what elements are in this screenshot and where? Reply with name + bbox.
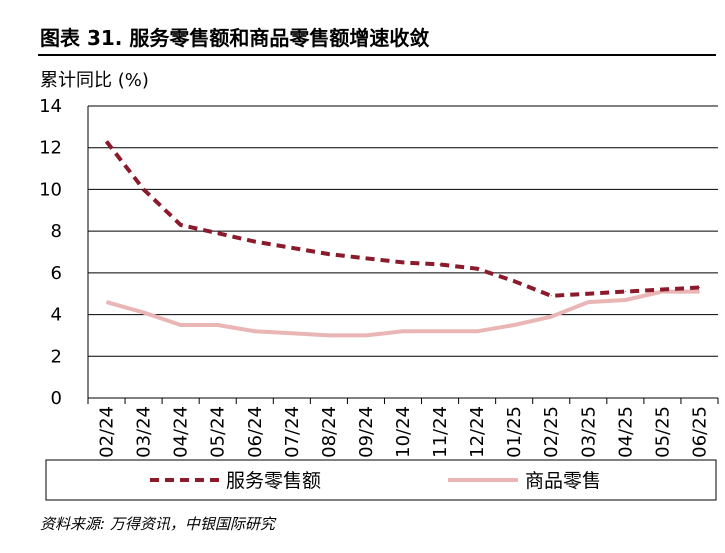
- data-point: [180, 324, 182, 326]
- x-tick-label: 05/24: [208, 406, 229, 458]
- data-point: [698, 286, 700, 288]
- data-point: [328, 253, 330, 255]
- data-point: [365, 334, 367, 336]
- x-tick-label: 12/24: [467, 406, 488, 458]
- data-point: [180, 224, 182, 226]
- x-tick-label: 09/24: [356, 406, 377, 458]
- y-axis-label: 累计同比 (%): [40, 70, 149, 91]
- data-point: [439, 264, 441, 266]
- chart-title: 图表 31. 服务零售额和商品零售额增速收敛: [40, 26, 430, 50]
- data-point: [550, 295, 552, 297]
- y-tick-label: 2: [51, 346, 62, 367]
- data-point: [624, 291, 626, 293]
- data-point: [587, 293, 589, 295]
- title-divider: [38, 54, 716, 56]
- data-point: [402, 261, 404, 263]
- data-point: [291, 247, 293, 249]
- legend-label: 服务零售额: [226, 470, 321, 492]
- y-tick-label: 8: [51, 221, 62, 242]
- data-point: [513, 324, 515, 326]
- data-point: [143, 311, 145, 313]
- x-tick-label: 06/24: [245, 406, 266, 458]
- data-point: [402, 330, 404, 332]
- x-tick-label: 03/25: [578, 406, 599, 458]
- x-tick-label: 06/25: [689, 406, 710, 458]
- data-point: [143, 188, 145, 190]
- data-point: [439, 330, 441, 332]
- y-tick-label: 4: [51, 305, 62, 326]
- x-tick-label: 07/24: [282, 406, 303, 458]
- data-point: [624, 299, 626, 301]
- x-tick-label: 02/24: [97, 406, 118, 458]
- y-tick-label: 10: [39, 179, 62, 200]
- data-point: [661, 289, 663, 291]
- data-point: [513, 280, 515, 282]
- data-point: [106, 301, 108, 303]
- legend-box: [45, 459, 717, 501]
- data-point: [365, 257, 367, 259]
- data-point: [328, 334, 330, 336]
- data-point: [476, 330, 478, 332]
- data-point: [217, 324, 219, 326]
- y-tick-label: 12: [39, 138, 62, 159]
- data-point: [291, 332, 293, 334]
- source-note: 资料来源: 万得资讯，中银国际研究: [40, 515, 275, 533]
- data-point: [254, 330, 256, 332]
- x-tick-label: 01/25: [504, 406, 525, 458]
- data-point: [587, 301, 589, 303]
- data-point: [106, 140, 108, 142]
- y-tick-label: 14: [39, 96, 62, 117]
- x-tick-label: 11/24: [430, 406, 451, 458]
- x-tick-label: 10/24: [393, 406, 414, 458]
- data-point: [217, 232, 219, 234]
- data-point: [550, 316, 552, 318]
- legend-label: 商品零售: [525, 470, 601, 492]
- x-tick-label: 05/25: [652, 406, 673, 458]
- x-tick-label: 03/24: [134, 406, 155, 458]
- series-line: [105, 289, 700, 338]
- x-tick-label: 08/24: [319, 406, 340, 458]
- x-tick-label: 04/24: [171, 406, 192, 458]
- data-point: [476, 268, 478, 270]
- x-tick-label: 02/25: [541, 406, 562, 458]
- data-point: [698, 291, 700, 293]
- x-tick-label: 04/25: [615, 406, 636, 458]
- y-tick-label: 6: [51, 263, 62, 284]
- y-tick-label: 0: [51, 388, 62, 409]
- data-point: [254, 241, 256, 243]
